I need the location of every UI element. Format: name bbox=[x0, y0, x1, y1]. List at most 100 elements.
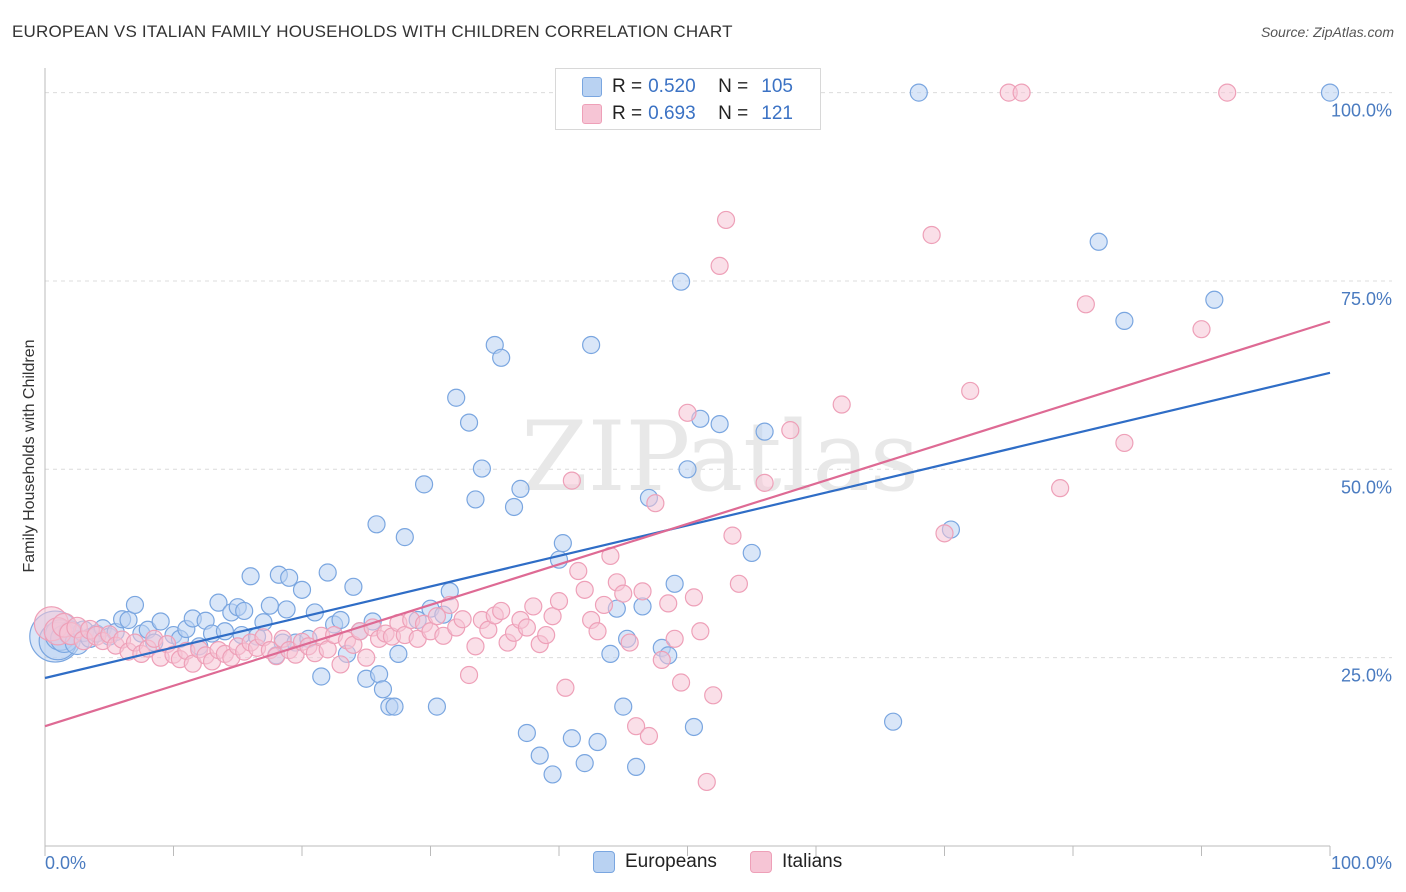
point-europeans-98 bbox=[710, 414, 729, 434]
point-italians-97 bbox=[665, 629, 684, 648]
series-legend-italians[interactable]: Italians bbox=[750, 851, 842, 873]
point-europeans-32 bbox=[241, 567, 260, 586]
point-europeans-80 bbox=[562, 729, 581, 748]
trend-line-europeans bbox=[44, 371, 1331, 680]
point-italians-85 bbox=[588, 622, 607, 641]
point-europeans-86 bbox=[614, 697, 633, 716]
series-legend-europeans[interactable]: Europeans bbox=[593, 851, 717, 873]
point-europeans-39 bbox=[277, 600, 296, 619]
point-europeans-42 bbox=[292, 580, 312, 599]
point-europeans-73 bbox=[504, 497, 524, 517]
point-europeans-95 bbox=[678, 460, 697, 479]
series-legend-swatch-europeans bbox=[593, 851, 615, 873]
point-europeans-88 bbox=[626, 757, 646, 776]
point-italians-89 bbox=[614, 584, 633, 603]
point-europeans-62 bbox=[414, 475, 434, 494]
point-italians-61 bbox=[434, 626, 453, 645]
point-europeans-83 bbox=[588, 732, 607, 752]
point-italians-77 bbox=[537, 625, 556, 645]
chart-title: EUROPEAN VS ITALIAN FAMILY HOUSEHOLDS WI… bbox=[12, 22, 733, 41]
point-europeans-13 bbox=[119, 610, 138, 630]
point-europeans-46 bbox=[318, 563, 337, 582]
series-legend: Europeans Italians bbox=[0, 851, 1406, 877]
chart-source: Source: ZipAtlas.com bbox=[1260, 24, 1394, 40]
point-europeans-60 bbox=[395, 528, 414, 547]
point-italians-81 bbox=[562, 471, 581, 490]
point-europeans-26 bbox=[209, 593, 228, 612]
series-legend-label-europeans: Europeans bbox=[625, 851, 717, 872]
point-italians-101 bbox=[691, 622, 710, 641]
point-europeans-74 bbox=[511, 479, 530, 498]
point-europeans-104 bbox=[1089, 232, 1108, 251]
axes bbox=[44, 68, 1331, 856]
point-italians-70 bbox=[492, 601, 511, 621]
y-tick-label-50: 50.0% bbox=[1341, 477, 1392, 497]
series-legend-swatch-italians bbox=[750, 851, 772, 873]
point-italians-118 bbox=[1115, 433, 1134, 453]
point-europeans-71 bbox=[492, 348, 511, 367]
point-europeans-58 bbox=[385, 697, 404, 716]
y-tick-label-100: 100.0% bbox=[1331, 101, 1392, 121]
point-italians-91 bbox=[626, 717, 646, 736]
point-europeans-107 bbox=[1320, 83, 1340, 102]
legend-r-label: R = bbox=[612, 76, 643, 97]
point-italians-80 bbox=[556, 678, 575, 697]
point-europeans-45 bbox=[312, 667, 331, 686]
y-tick-label-75: 75.0% bbox=[1341, 289, 1392, 309]
trend-line-italians bbox=[44, 320, 1331, 728]
x-tick-label-100: 100.0% bbox=[1331, 853, 1392, 873]
point-italians-82 bbox=[569, 561, 588, 581]
point-europeans-67 bbox=[447, 388, 466, 407]
point-europeans-18 bbox=[151, 612, 170, 631]
point-italians-96 bbox=[659, 594, 678, 613]
legend-n-value-europeans: 105 bbox=[761, 76, 793, 97]
point-europeans-94 bbox=[671, 272, 691, 291]
legend-swatch-europeans bbox=[582, 77, 602, 97]
point-italians-98 bbox=[671, 673, 691, 692]
legend-n-label: N = bbox=[718, 103, 749, 124]
point-italians-95 bbox=[652, 650, 671, 670]
legend-n-label: N = bbox=[718, 76, 749, 97]
point-italians-64 bbox=[453, 610, 472, 629]
point-europeans-31 bbox=[235, 601, 254, 621]
point-italians-107 bbox=[729, 574, 749, 593]
point-europeans-101 bbox=[883, 712, 903, 731]
legend-row-europeans: R = 0.520 N = 105 bbox=[582, 74, 802, 100]
point-europeans-93 bbox=[665, 574, 684, 593]
point-europeans-35 bbox=[260, 596, 279, 615]
point-europeans-82 bbox=[582, 335, 601, 355]
point-europeans-48 bbox=[331, 610, 350, 630]
point-italians-102 bbox=[697, 772, 716, 792]
point-europeans-55 bbox=[370, 665, 389, 684]
point-italians-78 bbox=[543, 607, 562, 626]
x-tick-label-0: 0.0% bbox=[45, 853, 86, 873]
point-italians-65 bbox=[459, 665, 479, 685]
series-legend-label-italians: Italians bbox=[782, 851, 843, 872]
point-europeans-84 bbox=[601, 644, 620, 663]
legend-row-italians: R = 0.693 N = 121 bbox=[582, 101, 802, 127]
point-italians-86 bbox=[594, 595, 614, 615]
point-italians-92 bbox=[633, 582, 652, 601]
point-europeans-102 bbox=[909, 83, 928, 102]
legend-n-value-italians: 121 bbox=[761, 103, 793, 124]
legend-r-label: R = bbox=[612, 103, 643, 124]
point-europeans-40 bbox=[280, 568, 299, 587]
point-italians-113 bbox=[961, 381, 980, 401]
point-italians-112 bbox=[935, 524, 954, 543]
point-italians-104 bbox=[710, 256, 729, 275]
point-italians-94 bbox=[646, 494, 665, 513]
point-europeans-69 bbox=[472, 459, 491, 478]
point-europeans-77 bbox=[543, 765, 562, 784]
point-italians-117 bbox=[1076, 295, 1095, 314]
point-italians-75 bbox=[524, 597, 543, 616]
point-italians-79 bbox=[549, 592, 569, 611]
point-europeans-100 bbox=[755, 422, 774, 441]
point-italians-93 bbox=[639, 726, 659, 746]
point-italians-115 bbox=[1012, 83, 1031, 102]
legend-box: R = 0.520 N = 105 R = 0.693 N = 121 bbox=[555, 68, 821, 130]
point-italians-108 bbox=[755, 473, 774, 492]
point-italians-109 bbox=[781, 421, 800, 440]
legend-r-value-italians: 0.693 bbox=[648, 103, 696, 124]
point-europeans-54 bbox=[367, 515, 386, 534]
